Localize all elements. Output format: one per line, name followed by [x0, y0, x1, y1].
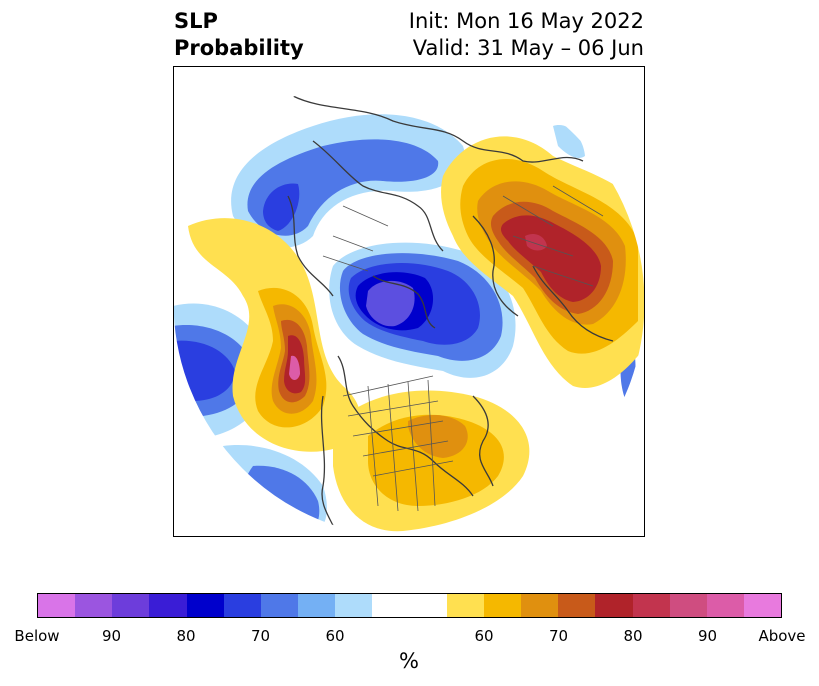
- below-90-core: [366, 280, 415, 327]
- colorbar-segment: [706, 594, 744, 617]
- title-right: Init: Mon 16 May 2022 Valid: 31 May – 06…: [409, 8, 644, 62]
- colorbar-segment: [446, 594, 484, 617]
- colorbar-tick-label: 80: [623, 627, 643, 645]
- colorbar-tick-label: 90: [697, 627, 718, 645]
- colorbar-segment: [186, 594, 224, 617]
- colorbar-tick-label: 80: [176, 627, 196, 645]
- colorbar-segment: [483, 594, 522, 617]
- colorbar-tick-label: 70: [250, 627, 271, 645]
- colorbar-segment: [521, 594, 559, 617]
- map-border: [173, 66, 645, 537]
- title-left: SLP Probability: [174, 8, 304, 62]
- valid-range: Valid: 31 May – 06 Jun: [412, 36, 644, 60]
- probability-field: [173, 95, 645, 537]
- colorbar-tick-label: 70: [548, 627, 569, 645]
- above-90-core: [289, 355, 300, 380]
- colorbar-tick-label: Above: [758, 627, 806, 645]
- colorbar-segment: [38, 594, 76, 617]
- colorbar-segment: [743, 594, 782, 617]
- colorbar-segment: [298, 594, 336, 617]
- colorbar-tick-label: 90: [101, 627, 122, 645]
- colorbar-segment: [149, 594, 187, 617]
- colorbar-segment: [75, 594, 113, 617]
- colorbar-segment: [260, 594, 299, 617]
- colorbar-tick-label: Below: [14, 627, 60, 645]
- colorbar-segment: [632, 594, 670, 617]
- colorbar: [37, 593, 782, 618]
- title-type: Probability: [174, 36, 304, 60]
- map-panel: [173, 66, 645, 537]
- colorbar-unit: %: [399, 649, 419, 673]
- borders: [322, 185, 604, 512]
- colorbar-segment: [669, 594, 707, 617]
- colorbar-segment: [372, 594, 410, 617]
- colorbar-segment: [335, 594, 373, 617]
- colorbar-segment: [409, 594, 447, 617]
- colorbar-segment: [595, 594, 633, 617]
- title-field: SLP: [174, 9, 218, 33]
- colorbar-segment: [112, 594, 150, 617]
- colorbar-tick-label: 60: [474, 627, 494, 645]
- init-date: Init: Mon 16 May 2022: [408, 9, 644, 33]
- polar-map: [173, 66, 645, 537]
- coastlines: [287, 95, 639, 537]
- colorbar-segment: [558, 594, 596, 617]
- colorbar-segment: [223, 594, 261, 617]
- colorbar-tick-label: 60: [325, 627, 345, 645]
